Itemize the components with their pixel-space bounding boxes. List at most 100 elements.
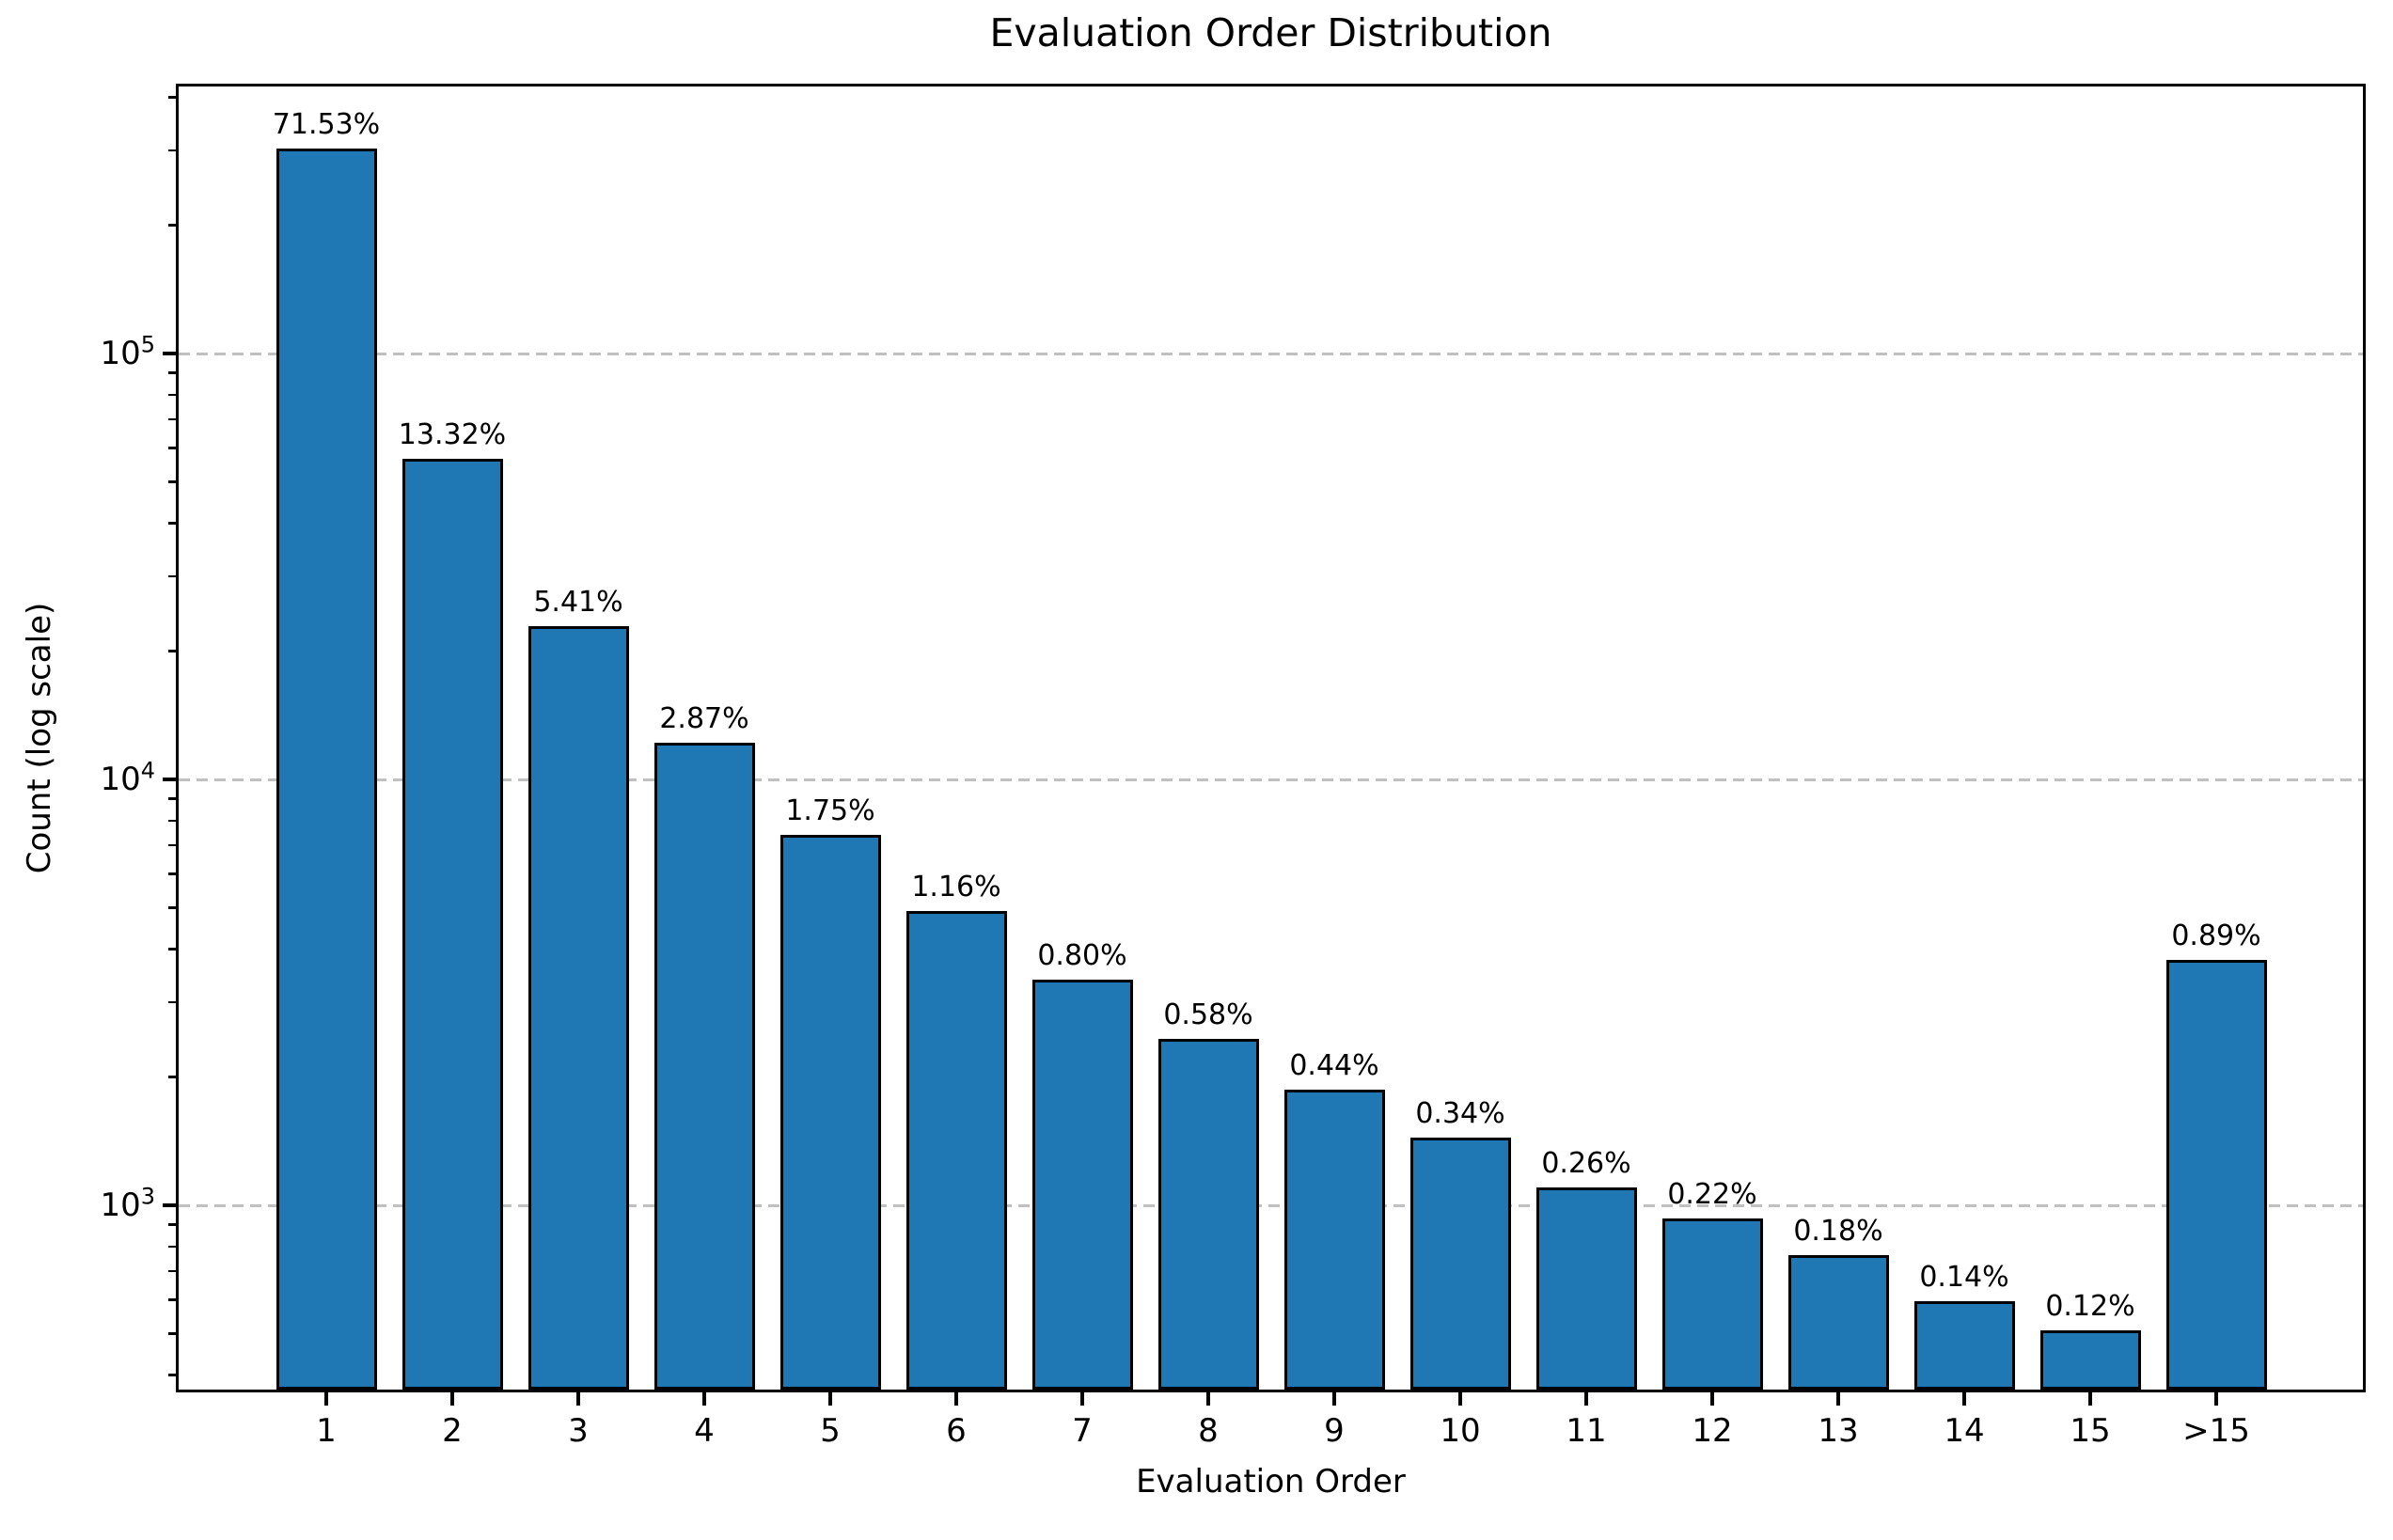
x-axis-tick-label: 15 bbox=[2070, 1412, 2111, 1450]
plot-area-border bbox=[176, 84, 2366, 1392]
x-axis-tick bbox=[324, 1392, 328, 1406]
y-axis-minor-tick bbox=[168, 1000, 177, 1004]
y-axis-minor-tick bbox=[168, 371, 177, 374]
x-axis-tick bbox=[1836, 1392, 1840, 1406]
bar-percent-label: 0.89% bbox=[2171, 919, 2261, 952]
x-axis-tick bbox=[1710, 1392, 1714, 1406]
x-axis-tick bbox=[954, 1392, 958, 1406]
bar bbox=[276, 148, 377, 1390]
x-axis-tick bbox=[2214, 1392, 2218, 1406]
x-axis-tick-label: 12 bbox=[1692, 1412, 1733, 1450]
y-axis-minor-tick bbox=[168, 650, 177, 652]
y-axis-minor-tick bbox=[168, 480, 177, 483]
bar-percent-label: 1.75% bbox=[785, 794, 875, 827]
x-axis-tick bbox=[450, 1392, 454, 1406]
y-axis-minor-tick bbox=[168, 843, 177, 847]
y-axis-minor-tick bbox=[168, 447, 177, 449]
y-axis-minor-tick bbox=[168, 948, 177, 951]
bar-percent-label: 0.18% bbox=[1793, 1215, 1883, 1249]
x-axis-tick bbox=[828, 1392, 832, 1406]
bar-percent-label: 0.12% bbox=[2045, 1289, 2135, 1323]
x-axis-tick-label: 9 bbox=[1324, 1412, 1345, 1450]
y-axis-minor-tick bbox=[168, 393, 177, 397]
bar bbox=[1031, 979, 1133, 1390]
x-axis-tick-label: 8 bbox=[1198, 1412, 1219, 1450]
x-axis-tick bbox=[1458, 1392, 1462, 1406]
x-axis-tick bbox=[2088, 1392, 2092, 1406]
x-axis-tick-label: 1 bbox=[316, 1412, 337, 1450]
bar-percent-label: 0.14% bbox=[1919, 1261, 2009, 1295]
x-axis-tick bbox=[1206, 1392, 1210, 1406]
bar bbox=[401, 459, 503, 1390]
y-axis-minor-tick bbox=[168, 1245, 177, 1249]
bar-percent-label: 0.58% bbox=[1163, 998, 1253, 1031]
bar bbox=[1157, 1038, 1259, 1390]
x-axis-tick bbox=[1332, 1392, 1336, 1406]
bar bbox=[1535, 1187, 1637, 1390]
bar-percent-label: 5.41% bbox=[533, 585, 623, 619]
y-axis-tick-label: 105 bbox=[100, 331, 155, 372]
bar bbox=[2039, 1329, 2141, 1390]
x-axis-tick-label: 10 bbox=[1440, 1412, 1481, 1450]
bar bbox=[1409, 1138, 1511, 1390]
x-axis-tick-label: 13 bbox=[1818, 1412, 1859, 1450]
bar bbox=[1661, 1218, 1763, 1390]
bar bbox=[1913, 1301, 2015, 1390]
bar-percent-label: 2.87% bbox=[659, 701, 749, 735]
x-axis-tick-label: 5 bbox=[820, 1412, 841, 1450]
bar-percent-label: 71.53% bbox=[272, 107, 381, 141]
y-axis-minor-tick bbox=[168, 1298, 177, 1301]
y-axis-minor-tick bbox=[168, 1223, 177, 1226]
y-gridline bbox=[179, 1203, 2363, 1207]
y-axis-major-tick bbox=[163, 352, 177, 355]
y-axis-minor-tick bbox=[168, 522, 177, 525]
y-axis-minor-tick bbox=[168, 96, 177, 99]
y-axis-minor-tick bbox=[168, 1332, 177, 1335]
y-axis-minor-tick bbox=[168, 906, 177, 909]
bar bbox=[527, 625, 629, 1390]
y-axis-minor-tick bbox=[168, 417, 177, 421]
x-axis-tick-label: >15 bbox=[2182, 1412, 2250, 1450]
y-axis-major-tick bbox=[163, 778, 177, 781]
bar bbox=[2165, 959, 2267, 1390]
x-axis-tick bbox=[1962, 1392, 1966, 1406]
y-axis-minor-tick bbox=[168, 1269, 177, 1273]
y-gridline bbox=[179, 352, 2363, 355]
x-axis-tick bbox=[1080, 1392, 1084, 1406]
bar-percent-label: 0.44% bbox=[1289, 1048, 1379, 1082]
x-axis-tick-label: 14 bbox=[1944, 1412, 1985, 1450]
x-axis-tick-label: 4 bbox=[694, 1412, 715, 1450]
bar-percent-label: 1.16% bbox=[911, 870, 1001, 904]
bar bbox=[905, 910, 1007, 1390]
bar bbox=[653, 742, 755, 1390]
y-axis-label: Count (log scale) bbox=[21, 602, 58, 874]
x-axis-tick bbox=[702, 1392, 706, 1406]
y-axis-minor-tick bbox=[168, 872, 177, 875]
x-axis-tick bbox=[1584, 1392, 1588, 1406]
y-axis-minor-tick bbox=[168, 819, 177, 823]
x-axis-tick-label: 3 bbox=[568, 1412, 589, 1450]
y-axis-minor-tick bbox=[168, 1374, 177, 1376]
y-axis-minor-tick bbox=[168, 149, 177, 152]
y-axis-minor-tick bbox=[168, 797, 177, 800]
bar bbox=[1283, 1089, 1385, 1390]
bar-percent-label: 0.34% bbox=[1415, 1097, 1505, 1131]
x-axis-tick-label: 2 bbox=[442, 1412, 463, 1450]
x-axis-label: Evaluation Order bbox=[1136, 1463, 1406, 1501]
bar-percent-label: 13.32% bbox=[398, 418, 507, 452]
x-axis-tick-label: 6 bbox=[946, 1412, 967, 1450]
bar bbox=[1787, 1255, 1889, 1390]
y-axis-tick-label: 103 bbox=[100, 1183, 155, 1224]
y-axis-major-tick bbox=[163, 1203, 177, 1207]
y-gridline bbox=[179, 778, 2363, 781]
y-axis-minor-tick bbox=[168, 224, 177, 227]
y-axis-tick-label: 104 bbox=[100, 757, 155, 798]
bar bbox=[779, 834, 881, 1390]
bar-percent-label: 0.80% bbox=[1037, 938, 1127, 972]
x-axis-tick-label: 11 bbox=[1566, 1412, 1607, 1450]
chart-title: Evaluation Order Distribution bbox=[989, 10, 1552, 55]
x-axis-tick bbox=[576, 1392, 580, 1406]
bar-percent-label: 0.26% bbox=[1541, 1147, 1631, 1181]
x-axis-tick-label: 7 bbox=[1072, 1412, 1093, 1450]
